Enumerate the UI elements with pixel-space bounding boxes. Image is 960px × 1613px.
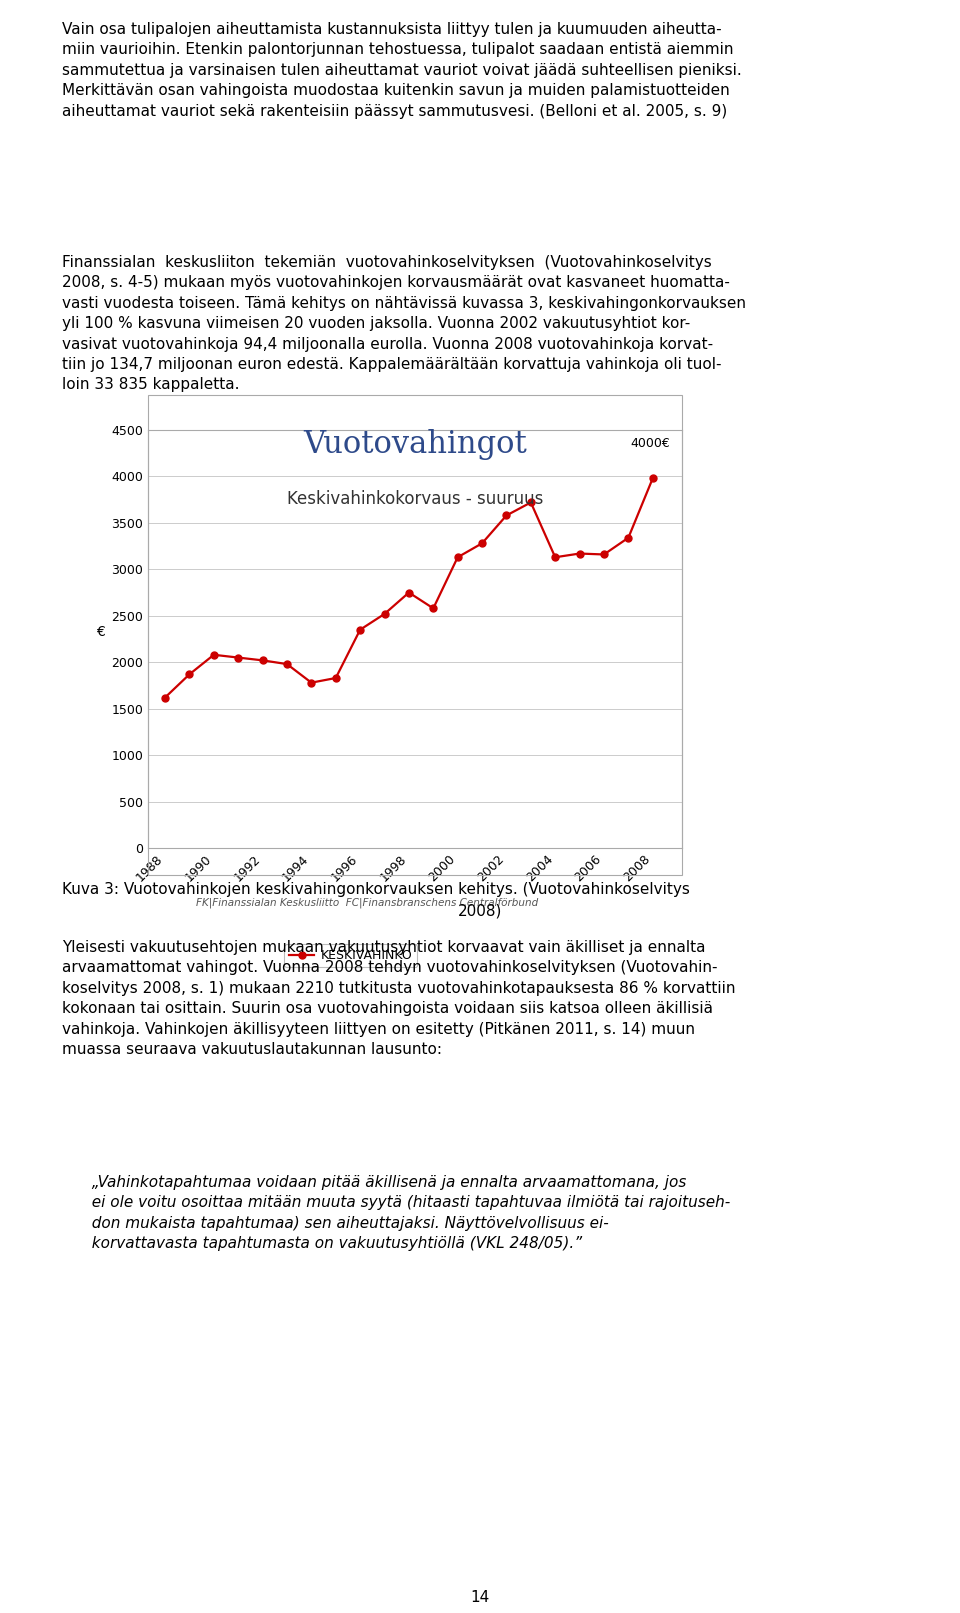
Text: 4000€: 4000€ bbox=[630, 437, 670, 450]
Text: Kuva 3: Vuotovahinkojen keskivahingonkorvauksen kehitys. (Vuotovahinkoselvitys: Kuva 3: Vuotovahinkojen keskivahingonkor… bbox=[62, 882, 690, 897]
Text: Vuotovahingot: Vuotovahingot bbox=[303, 429, 527, 460]
Text: Keskivahinkokorvaus - suuruus: Keskivahinkokorvaus - suuruus bbox=[287, 490, 543, 508]
Y-axis label: €: € bbox=[96, 624, 105, 639]
Text: FK|Finanssialan Keskusliitto  FC|Finansbranschens Centralförbund: FK|Finanssialan Keskusliitto FC|Finansbr… bbox=[196, 898, 539, 908]
Text: Vain osa tulipalojen aiheuttamista kustannuksista liittyy tulen ja kuumuuden aih: Vain osa tulipalojen aiheuttamista kusta… bbox=[62, 23, 742, 119]
Text: Yleisesti vakuutusehtojen mukaan vakuutusyhtiot korvaavat vain äkilliset ja enna: Yleisesti vakuutusehtojen mukaan vakuutu… bbox=[62, 940, 736, 1057]
Text: Finanssialan  keskusliiton  tekemiän  vuotovahinkoselvityksen  (Vuotovahinkoselv: Finanssialan keskusliiton tekemiän vuoto… bbox=[62, 255, 747, 392]
Text: 2008): 2008) bbox=[458, 903, 502, 919]
Legend: KESKIVAHINKO: KESKIVAHINKO bbox=[284, 944, 418, 968]
Text: 14: 14 bbox=[470, 1590, 490, 1605]
Text: „Vahinkotapahtumaa voidaan pitää äkillisenä ja ennalta arvaamattomana, jos
  ei : „Vahinkotapahtumaa voidaan pitää äkillis… bbox=[82, 1174, 730, 1252]
